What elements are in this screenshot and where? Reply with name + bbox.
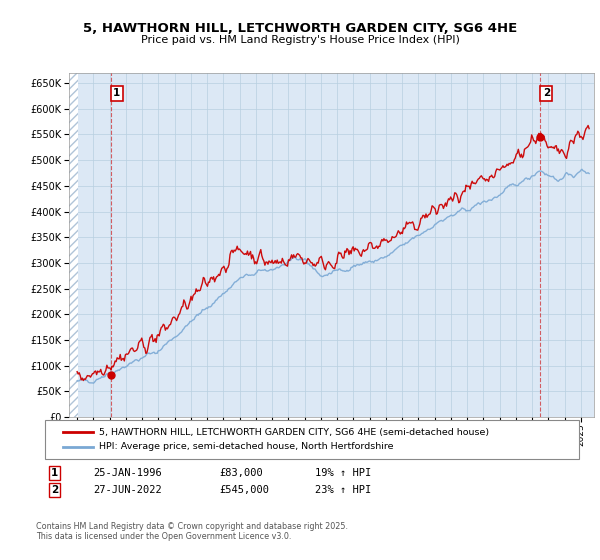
Text: 2: 2 — [51, 485, 58, 495]
Text: £545,000: £545,000 — [219, 485, 269, 495]
Text: 1: 1 — [113, 88, 121, 99]
Text: HPI: Average price, semi-detached house, North Hertfordshire: HPI: Average price, semi-detached house,… — [99, 442, 394, 451]
Text: 25-JAN-1996: 25-JAN-1996 — [93, 468, 162, 478]
Text: 5, HAWTHORN HILL, LETCHWORTH GARDEN CITY, SG6 4HE: 5, HAWTHORN HILL, LETCHWORTH GARDEN CITY… — [83, 22, 517, 35]
Text: 27-JUN-2022: 27-JUN-2022 — [93, 485, 162, 495]
Text: 19% ↑ HPI: 19% ↑ HPI — [315, 468, 371, 478]
Text: 1: 1 — [51, 468, 58, 478]
Bar — [69, 73, 79, 417]
Text: £83,000: £83,000 — [219, 468, 263, 478]
Text: Price paid vs. HM Land Registry's House Price Index (HPI): Price paid vs. HM Land Registry's House … — [140, 35, 460, 45]
Text: 5, HAWTHORN HILL, LETCHWORTH GARDEN CITY, SG6 4HE (semi-detached house): 5, HAWTHORN HILL, LETCHWORTH GARDEN CITY… — [99, 428, 489, 437]
Text: 23% ↑ HPI: 23% ↑ HPI — [315, 485, 371, 495]
Text: 2: 2 — [542, 88, 550, 99]
Text: Contains HM Land Registry data © Crown copyright and database right 2025.
This d: Contains HM Land Registry data © Crown c… — [36, 522, 348, 542]
